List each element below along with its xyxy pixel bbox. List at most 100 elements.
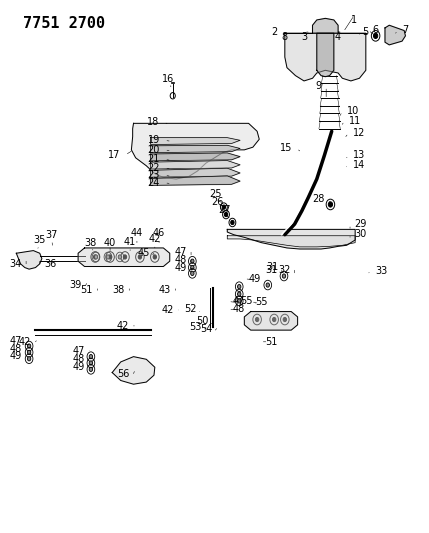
Text: 41: 41 bbox=[124, 237, 136, 247]
Text: 7751 2700: 7751 2700 bbox=[23, 16, 105, 31]
Polygon shape bbox=[313, 18, 338, 33]
Circle shape bbox=[190, 265, 194, 270]
Text: 38: 38 bbox=[113, 285, 125, 295]
Text: 38: 38 bbox=[84, 238, 96, 248]
Text: 3: 3 bbox=[301, 31, 307, 42]
Text: 19: 19 bbox=[148, 135, 160, 146]
Circle shape bbox=[27, 357, 31, 361]
Text: 15: 15 bbox=[280, 143, 292, 154]
Polygon shape bbox=[78, 248, 170, 266]
Text: 54: 54 bbox=[200, 324, 212, 334]
Text: 46: 46 bbox=[153, 229, 165, 238]
Circle shape bbox=[222, 205, 226, 209]
Text: 39: 39 bbox=[69, 280, 82, 290]
Text: 50: 50 bbox=[196, 316, 209, 326]
Text: 24: 24 bbox=[148, 177, 160, 188]
Text: 55: 55 bbox=[240, 296, 253, 306]
Text: 34: 34 bbox=[9, 259, 22, 269]
Polygon shape bbox=[16, 251, 42, 269]
Circle shape bbox=[27, 350, 31, 354]
Circle shape bbox=[94, 255, 97, 259]
Circle shape bbox=[138, 255, 142, 259]
Text: 18: 18 bbox=[147, 117, 159, 127]
Text: 52: 52 bbox=[184, 304, 196, 314]
Polygon shape bbox=[285, 33, 366, 81]
Text: 5: 5 bbox=[363, 27, 369, 37]
Text: 47: 47 bbox=[9, 336, 22, 346]
Text: 43: 43 bbox=[159, 285, 171, 295]
Text: 32: 32 bbox=[278, 265, 290, 275]
Text: 42: 42 bbox=[162, 305, 174, 315]
Circle shape bbox=[374, 33, 378, 38]
Text: 4: 4 bbox=[335, 31, 341, 42]
Polygon shape bbox=[317, 33, 334, 77]
Circle shape bbox=[190, 259, 194, 263]
Circle shape bbox=[283, 317, 287, 321]
Polygon shape bbox=[151, 146, 240, 153]
Circle shape bbox=[118, 255, 121, 259]
Text: 47: 47 bbox=[73, 346, 85, 356]
Circle shape bbox=[89, 367, 93, 372]
Text: 9: 9 bbox=[316, 81, 322, 91]
Text: 40: 40 bbox=[104, 238, 116, 248]
Text: 49: 49 bbox=[73, 362, 85, 372]
Text: 36: 36 bbox=[44, 259, 56, 269]
Polygon shape bbox=[151, 160, 240, 169]
Text: 16: 16 bbox=[162, 74, 175, 84]
Text: 8: 8 bbox=[282, 33, 288, 43]
Circle shape bbox=[224, 213, 228, 216]
Text: 23: 23 bbox=[148, 171, 160, 180]
Text: 17: 17 bbox=[109, 150, 121, 160]
Circle shape bbox=[272, 317, 276, 321]
Text: 48: 48 bbox=[9, 344, 22, 354]
Text: 48: 48 bbox=[233, 304, 245, 314]
Polygon shape bbox=[151, 168, 240, 177]
Circle shape bbox=[89, 354, 93, 359]
Circle shape bbox=[282, 274, 286, 278]
Polygon shape bbox=[151, 138, 240, 144]
Text: 30: 30 bbox=[354, 229, 366, 239]
Polygon shape bbox=[131, 123, 259, 179]
Circle shape bbox=[94, 255, 98, 259]
Text: 31: 31 bbox=[266, 262, 278, 271]
Text: 13: 13 bbox=[353, 150, 365, 160]
Polygon shape bbox=[151, 153, 240, 161]
Circle shape bbox=[238, 299, 241, 303]
Circle shape bbox=[328, 202, 332, 207]
Text: 49: 49 bbox=[9, 351, 22, 361]
Text: 2: 2 bbox=[271, 27, 278, 37]
Text: 42: 42 bbox=[148, 234, 161, 244]
Text: 47: 47 bbox=[175, 247, 187, 257]
Text: 22: 22 bbox=[148, 163, 160, 173]
Text: 49: 49 bbox=[248, 273, 261, 284]
Text: 27: 27 bbox=[218, 205, 230, 215]
Text: 29: 29 bbox=[354, 219, 367, 229]
Text: 11: 11 bbox=[349, 116, 361, 126]
Circle shape bbox=[266, 283, 269, 287]
Text: 47: 47 bbox=[233, 296, 245, 306]
Circle shape bbox=[231, 220, 234, 224]
Circle shape bbox=[123, 255, 127, 259]
Circle shape bbox=[89, 361, 93, 365]
Text: 42: 42 bbox=[117, 321, 129, 331]
Circle shape bbox=[153, 255, 157, 259]
Text: 49: 49 bbox=[175, 263, 187, 273]
Text: 51: 51 bbox=[265, 337, 277, 347]
Text: 25: 25 bbox=[209, 189, 222, 199]
Polygon shape bbox=[112, 357, 155, 384]
Text: 28: 28 bbox=[312, 193, 324, 204]
Text: 31: 31 bbox=[265, 265, 278, 275]
Text: 37: 37 bbox=[45, 230, 58, 240]
Circle shape bbox=[27, 344, 31, 348]
Text: 48: 48 bbox=[73, 354, 85, 364]
Text: 51: 51 bbox=[81, 285, 93, 295]
Text: 21: 21 bbox=[148, 155, 160, 164]
Polygon shape bbox=[227, 236, 355, 247]
Circle shape bbox=[238, 285, 241, 289]
Text: 44: 44 bbox=[131, 229, 143, 238]
Circle shape bbox=[109, 255, 112, 259]
Text: 26: 26 bbox=[212, 197, 224, 207]
Text: 53: 53 bbox=[189, 322, 202, 333]
Circle shape bbox=[190, 271, 194, 276]
Polygon shape bbox=[227, 229, 355, 249]
